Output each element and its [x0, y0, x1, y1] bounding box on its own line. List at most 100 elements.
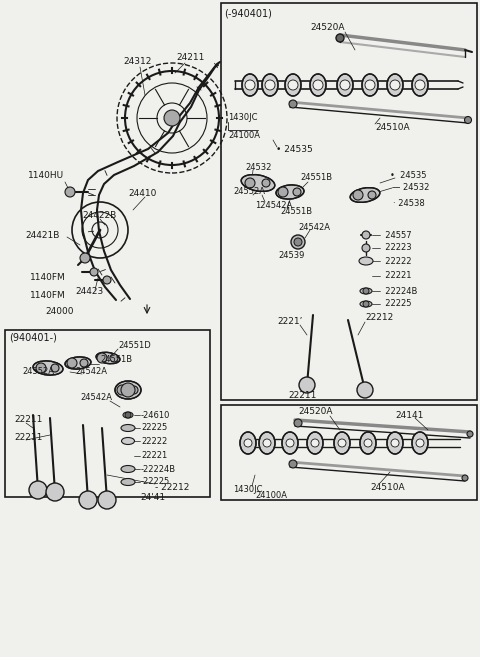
Circle shape [289, 460, 297, 468]
Circle shape [357, 382, 373, 398]
Text: 22224B: 22224B [380, 286, 418, 296]
Circle shape [462, 475, 468, 481]
Text: 22221: 22221 [141, 451, 167, 461]
Bar [221, 405, 477, 500]
Ellipse shape [334, 432, 350, 454]
Circle shape [289, 100, 297, 108]
Text: — 24532: — 24532 [392, 183, 430, 193]
Circle shape [46, 483, 64, 501]
Text: 24520A: 24520A [298, 407, 333, 417]
Text: 24520A: 24520A [310, 22, 345, 32]
Ellipse shape [387, 74, 403, 96]
Circle shape [262, 179, 270, 187]
Circle shape [313, 80, 323, 90]
Circle shape [121, 383, 135, 397]
Ellipse shape [360, 432, 376, 454]
Text: 1140FM: 1140FM [30, 290, 66, 300]
Text: 22212: 22212 [365, 313, 393, 323]
Circle shape [416, 439, 424, 447]
Ellipse shape [412, 432, 428, 454]
Circle shape [67, 358, 77, 368]
Ellipse shape [360, 288, 372, 294]
Circle shape [365, 80, 375, 90]
Circle shape [465, 116, 471, 124]
Circle shape [244, 439, 252, 447]
Circle shape [311, 439, 319, 447]
Text: 24141: 24141 [395, 411, 423, 420]
Text: -22224B: -22224B [141, 464, 176, 474]
Text: 22223: 22223 [380, 244, 412, 252]
Text: 22221: 22221 [380, 271, 411, 281]
Circle shape [90, 268, 98, 276]
Text: 1140HU: 1140HU [28, 171, 64, 179]
Text: •  24535: • 24535 [390, 171, 427, 179]
Text: 24211: 24211 [176, 53, 204, 62]
Text: 24312: 24312 [123, 58, 151, 66]
Ellipse shape [307, 432, 323, 454]
Circle shape [36, 363, 46, 373]
Circle shape [294, 238, 302, 246]
Text: 24510A: 24510A [375, 124, 409, 133]
Text: 22222: 22222 [380, 256, 411, 265]
Circle shape [125, 412, 131, 418]
Circle shape [390, 80, 400, 90]
Text: 2221’: 2221’ [277, 317, 302, 327]
Text: 24423: 24423 [75, 288, 103, 296]
Circle shape [29, 481, 47, 499]
Circle shape [164, 110, 180, 126]
Text: 22225: 22225 [380, 300, 411, 309]
Text: 24551B: 24551B [280, 208, 312, 217]
Text: 24'41: 24'41 [140, 493, 165, 501]
Ellipse shape [242, 74, 258, 96]
Text: (-940401): (-940401) [224, 9, 272, 19]
Ellipse shape [123, 412, 133, 418]
Circle shape [98, 491, 116, 509]
Circle shape [340, 80, 350, 90]
Circle shape [467, 431, 473, 437]
Circle shape [278, 187, 288, 197]
Circle shape [80, 253, 90, 263]
Ellipse shape [121, 438, 134, 445]
Text: 24539: 24539 [278, 250, 304, 260]
Text: 24557: 24557 [380, 231, 412, 240]
Text: · 24538: · 24538 [393, 198, 425, 208]
Ellipse shape [337, 74, 353, 96]
Circle shape [51, 364, 59, 372]
Text: 24510A: 24510A [370, 482, 405, 491]
Circle shape [97, 353, 107, 363]
Text: 24421B: 24421B [25, 231, 60, 240]
Circle shape [288, 80, 298, 90]
Text: 24000: 24000 [45, 307, 73, 317]
Circle shape [363, 301, 369, 307]
Text: -22225: -22225 [141, 478, 170, 486]
Text: • 24535: • 24535 [276, 145, 313, 154]
Text: 22211: 22211 [14, 415, 42, 424]
Text: 24542A: 24542A [80, 394, 112, 403]
Text: 24532: 24532 [245, 164, 271, 173]
Text: 1140FM: 1140FM [30, 273, 66, 283]
Text: 24100A: 24100A [228, 131, 260, 141]
Ellipse shape [362, 74, 378, 96]
Text: 24542A: 24542A [298, 223, 330, 233]
Text: 124542A: 124542A [255, 200, 292, 210]
Circle shape [263, 439, 271, 447]
Text: 24100A: 24100A [255, 491, 287, 499]
Ellipse shape [412, 74, 428, 96]
Ellipse shape [276, 185, 304, 199]
Ellipse shape [115, 381, 141, 399]
Text: 1430JC: 1430JC [228, 114, 257, 122]
Ellipse shape [285, 74, 301, 96]
Ellipse shape [121, 424, 135, 432]
Circle shape [245, 178, 255, 188]
Circle shape [265, 80, 275, 90]
Circle shape [79, 491, 97, 509]
Text: 22211: 22211 [289, 390, 317, 399]
Circle shape [65, 187, 75, 197]
Ellipse shape [96, 352, 120, 364]
Circle shape [353, 190, 363, 200]
Ellipse shape [359, 257, 373, 265]
Circle shape [293, 188, 301, 196]
Ellipse shape [241, 175, 275, 191]
Circle shape [286, 439, 294, 447]
Text: 24422B: 24422B [82, 210, 116, 219]
